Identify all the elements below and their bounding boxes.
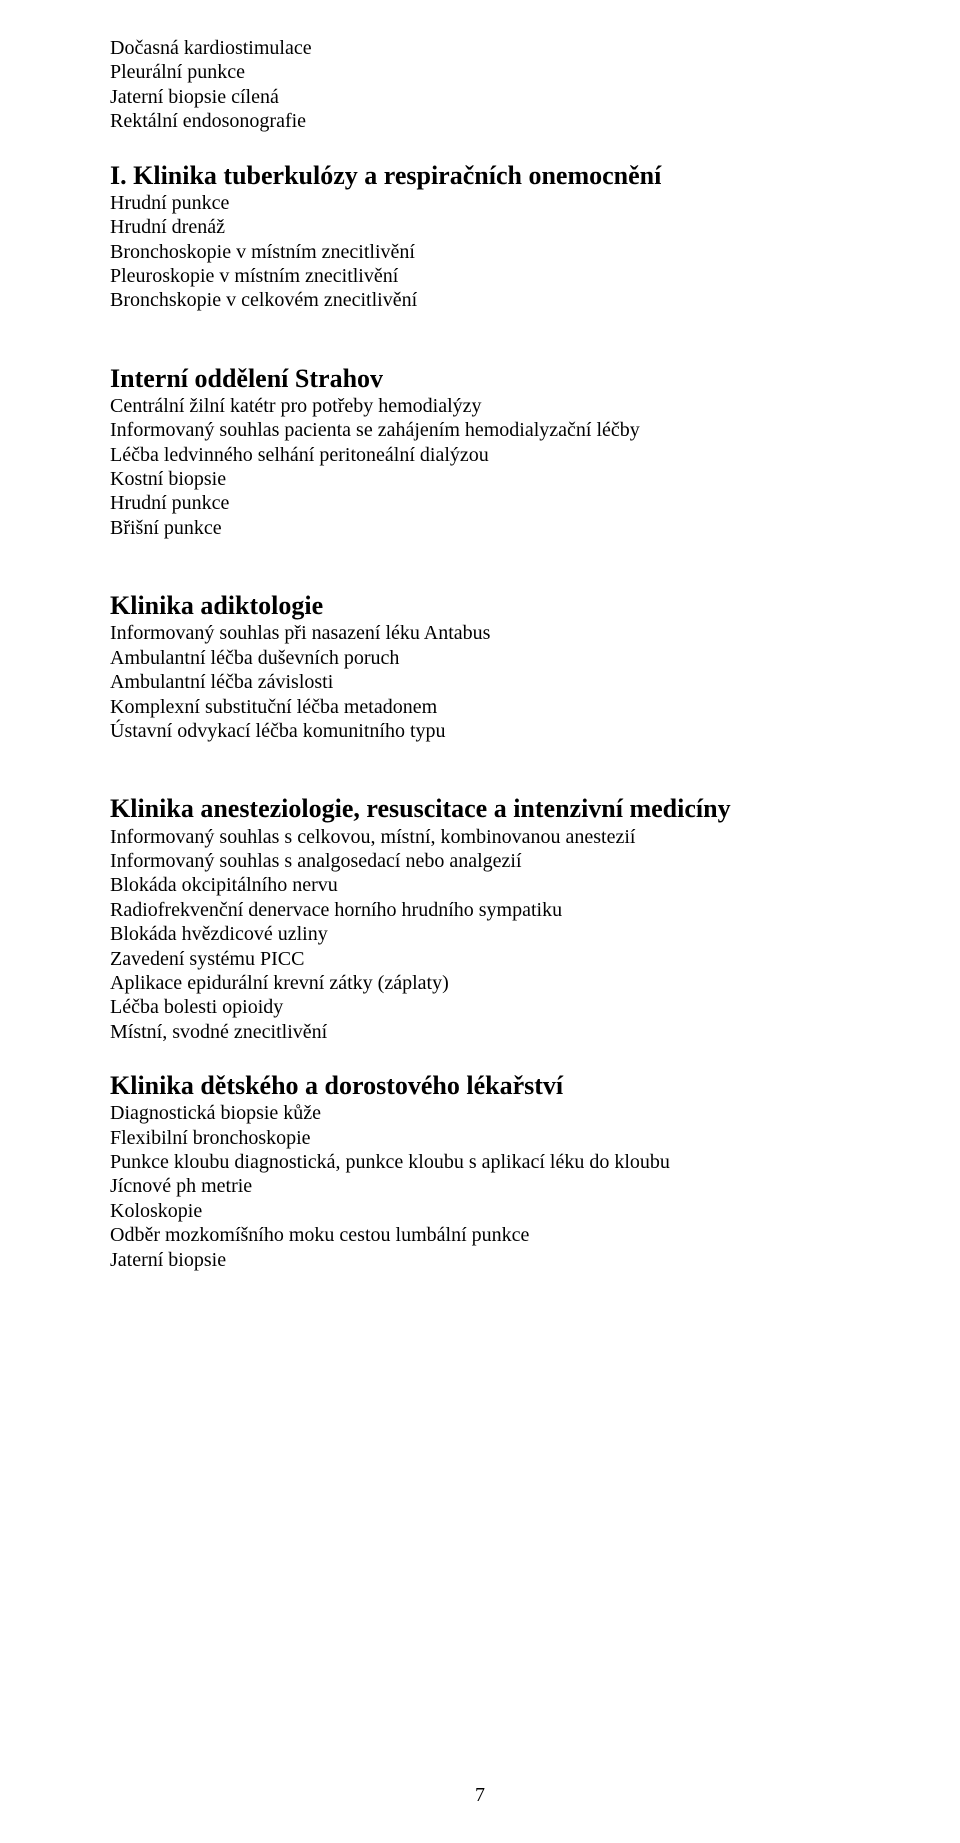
body-line: Ústavní odvykací léčba komunitního typu <box>110 719 850 743</box>
body-line: Léčba bolesti opioidy <box>110 995 850 1019</box>
body-line: Dočasná kardiostimulace <box>110 36 850 60</box>
body-line: Léčba ledvinného selhání peritoneální di… <box>110 443 850 467</box>
section-heading: Klinika dětského a dorostového lékařství <box>110 1070 850 1101</box>
body-line: Bronchskopie v celkovém znecitlivění <box>110 288 850 312</box>
page-number: 7 <box>0 1783 960 1807</box>
body-line: Blokáda hvězdicové uzliny <box>110 922 850 946</box>
body-line: Informovaný souhlas při nasazení léku An… <box>110 621 850 645</box>
body-line: Kostní biopsie <box>110 467 850 491</box>
body-line: Radiofrekvenční denervace horního hrudní… <box>110 898 850 922</box>
body-line: Aplikace epidurální krevní zátky (záplat… <box>110 971 850 995</box>
body-line: Zavedení systému PICC <box>110 947 850 971</box>
body-line: Odběr mozkomíšního moku cestou lumbální … <box>110 1223 850 1247</box>
spacer <box>110 313 850 363</box>
body-line: Ambulantní léčba duševních poruch <box>110 646 850 670</box>
body-line: Hrudní punkce <box>110 191 850 215</box>
body-line: Informovaný souhlas s celkovou, místní, … <box>110 825 850 849</box>
body-line: Komplexní substituční léčba metadonem <box>110 695 850 719</box>
body-line: Hrudní drenáž <box>110 215 850 239</box>
body-line: Informovaný souhlas pacienta se zahájení… <box>110 418 850 442</box>
body-line: Jícnové ph metrie <box>110 1174 850 1198</box>
body-line: Koloskopie <box>110 1199 850 1223</box>
body-line: Břišní punkce <box>110 516 850 540</box>
body-line: Pleuroskopie v místním znecitlivění <box>110 264 850 288</box>
spacer <box>110 743 850 793</box>
body-line: Bronchoskopie v místním znecitlivění <box>110 240 850 264</box>
body-line: Diagnostická biopsie kůže <box>110 1101 850 1125</box>
body-line: Ambulantní léčba závislosti <box>110 670 850 694</box>
section-heading: Klinika anesteziologie, resuscitace a in… <box>110 793 850 824</box>
section-heading: Klinika adiktologie <box>110 590 850 621</box>
spacer <box>110 1044 850 1070</box>
body-line: Centrální žilní katétr pro potřeby hemod… <box>110 394 850 418</box>
body-line: Jaterní biopsie <box>110 1248 850 1272</box>
body-line: Punkce kloubu diagnostická, punkce kloub… <box>110 1150 850 1174</box>
body-line: Rektální endosonografie <box>110 109 850 133</box>
body-line: Flexibilní bronchoskopie <box>110 1126 850 1150</box>
body-line: Informovaný souhlas s analgosedací nebo … <box>110 849 850 873</box>
body-line: Hrudní punkce <box>110 491 850 515</box>
body-line: Blokáda okcipitálního nervu <box>110 873 850 897</box>
section-heading: Interní oddělení Strahov <box>110 363 850 394</box>
body-line: Jaterní biopsie cílená <box>110 85 850 109</box>
document-page: Dočasná kardiostimulace Pleurální punkce… <box>0 0 960 1843</box>
section-heading: I. Klinika tuberkulózy a respiračních on… <box>110 160 850 191</box>
spacer <box>110 134 850 160</box>
body-line: Pleurální punkce <box>110 60 850 84</box>
spacer <box>110 540 850 590</box>
body-line: Místní, svodné znecitlivění <box>110 1020 850 1044</box>
